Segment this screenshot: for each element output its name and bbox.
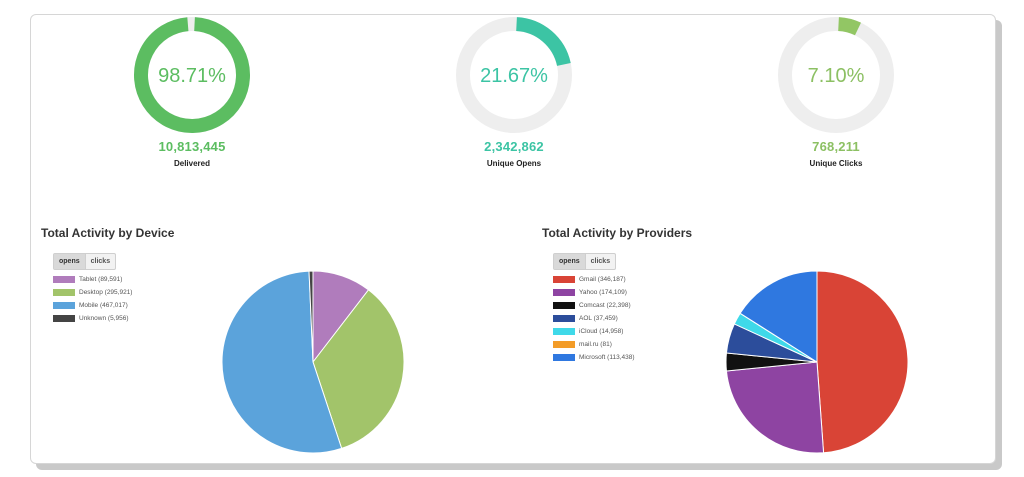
legend-item[interactable]: Gmail (346,187) — [553, 273, 635, 286]
legend-label: Comcast (22,398) — [579, 302, 631, 309]
stat-unique-opens: 21.67% 2,342,862 Unique Opens — [424, 15, 604, 168]
device-toggle-opens[interactable]: opens — [54, 254, 85, 269]
legend-label: Unknown (5,956) — [79, 315, 129, 322]
pie-slice-1[interactable] — [312, 289, 405, 450]
donut-track — [778, 17, 894, 133]
legend-label: AOL (37,459) — [579, 315, 618, 322]
legend-label: Desktop (295,921) — [79, 289, 133, 296]
stat-percent: 7.10% — [808, 65, 865, 87]
legend-item[interactable]: iCloud (14,958) — [553, 325, 635, 338]
legend-item[interactable]: Tablet (89,591) — [53, 273, 132, 286]
legend-label: Microsoft (113,438) — [579, 354, 635, 361]
donut-unique-opens: 21.67% — [456, 17, 572, 133]
providers-pie-chart — [725, 270, 909, 454]
legend-swatch — [553, 289, 575, 296]
legend-label: iCloud (14,958) — [579, 328, 624, 335]
legend-swatch — [553, 341, 575, 348]
donut-unique-clicks: 7.10% — [778, 17, 894, 133]
legend-swatch — [53, 302, 75, 309]
legend-label: Yahoo (174,109) — [579, 289, 627, 296]
device-toggle-clicks[interactable]: clicks — [84, 254, 115, 269]
legend-swatch — [53, 289, 75, 296]
legend-label: Tablet (89,591) — [79, 276, 123, 283]
legend-item[interactable]: Unknown (5,956) — [53, 312, 132, 325]
providers-legend: Gmail (346,187) Yahoo (174,109) Comcast (2… — [553, 273, 635, 364]
stat-value: 768,211 — [812, 139, 860, 154]
providers-toggle-clicks[interactable]: clicks — [584, 254, 615, 269]
donut-arc — [837, 17, 862, 36]
legend-label: Gmail (346,187) — [579, 276, 626, 283]
pie-slice-6[interactable] — [739, 270, 818, 363]
legend-swatch — [553, 276, 575, 283]
stat-value: 10,813,445 — [158, 139, 226, 154]
donut-track — [456, 17, 572, 133]
stat-unique-clicks: 7.10% 768,211 Unique Clicks — [746, 15, 926, 168]
legend-item[interactable]: mail.ru (81) — [553, 338, 635, 351]
legend-item[interactable]: Mobile (467,017) — [53, 299, 132, 312]
pie-slice-0[interactable] — [816, 270, 909, 454]
legend-swatch — [553, 328, 575, 335]
pie-slice-2[interactable] — [221, 270, 343, 454]
stat-percent: 21.67% — [480, 65, 548, 87]
stat-value: 2,342,862 — [484, 139, 544, 154]
pie-slice-1[interactable] — [725, 361, 825, 454]
legend-swatch — [53, 315, 75, 322]
legend-label: mail.ru (81) — [579, 341, 612, 348]
legend-item[interactable]: Microsoft (113,438) — [553, 351, 635, 364]
dashboard-card: 98.71% 10,813,445 Delivered 21.67% 2,342… — [30, 14, 996, 464]
providers-toggle-opens[interactable]: opens — [554, 254, 585, 269]
legend-item[interactable]: Yahoo (174,109) — [553, 286, 635, 299]
providers-section-title: Total Activity by Providers — [542, 226, 693, 240]
device-toggle: opens clicks — [53, 253, 117, 270]
device-section-title: Total Activity by Device — [41, 226, 175, 240]
legend-swatch — [553, 315, 575, 322]
device-legend: Tablet (89,591) Desktop (295,921) Mobile (… — [53, 273, 132, 325]
legend-label: Mobile (467,017) — [79, 302, 128, 309]
donut-arc — [515, 17, 571, 67]
stat-delivered: 98.71% 10,813,445 Delivered — [102, 15, 282, 168]
legend-swatch — [553, 354, 575, 361]
donut-arc — [134, 17, 250, 133]
legend-item[interactable]: AOL (37,459) — [553, 312, 635, 325]
donut-delivered: 98.71% — [134, 17, 250, 133]
stat-label: Unique Opens — [486, 159, 542, 168]
legend-swatch — [553, 302, 575, 309]
stat-label: Unique Clicks — [809, 159, 863, 168]
device-pie-chart — [221, 270, 405, 454]
stat-percent: 98.71% — [158, 65, 226, 87]
legend-item[interactable]: Comcast (22,398) — [553, 299, 635, 312]
providers-toggle: opens clicks — [553, 253, 617, 270]
legend-item[interactable]: Desktop (295,921) — [53, 286, 132, 299]
pie-slice-3[interactable] — [308, 270, 314, 363]
legend-swatch — [53, 276, 75, 283]
stat-label: Delivered — [173, 159, 211, 168]
